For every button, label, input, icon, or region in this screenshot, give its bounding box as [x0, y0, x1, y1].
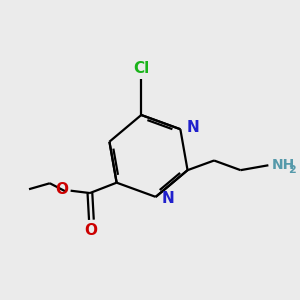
Text: O: O	[55, 182, 68, 197]
Text: NH: NH	[272, 158, 295, 172]
Text: 2: 2	[288, 165, 296, 175]
Text: Cl: Cl	[133, 61, 149, 76]
Text: N: N	[186, 120, 199, 135]
Text: N: N	[162, 191, 174, 206]
Text: O: O	[84, 224, 97, 238]
